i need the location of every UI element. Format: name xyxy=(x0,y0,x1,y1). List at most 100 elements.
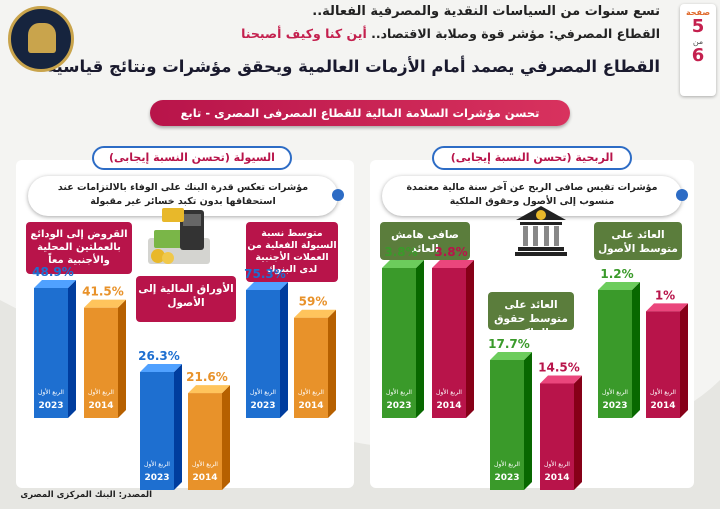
bar-year-label: 2014 xyxy=(436,401,461,411)
bar-year-label: 2023 xyxy=(250,401,275,411)
bar xyxy=(646,311,680,418)
bar-side xyxy=(174,364,182,490)
bar-year-label: 2023 xyxy=(38,401,63,411)
card-loans-to-deposits: القروض إلى الودائع بالعملتين المحلية وال… xyxy=(26,222,132,274)
bar-side xyxy=(328,309,336,418)
bar-side xyxy=(416,260,424,418)
bar-value-label: 48.9% xyxy=(32,265,74,279)
bar-year-label: 2023 xyxy=(386,401,411,411)
bar xyxy=(34,288,68,418)
page-label: صفحة xyxy=(685,8,711,17)
bar-year-label: 2023 xyxy=(602,401,627,411)
bar-period-label: الربع الأول xyxy=(544,460,570,468)
header-line2-a: القطاع المصرفي: مؤشر قوة وصلابة الاقتصاد… xyxy=(371,26,660,41)
bar-period-label: الربع الأول xyxy=(386,388,412,396)
profitability-pill: الربحية (تحسن النسبة إيجابى) xyxy=(432,146,632,170)
bar-top xyxy=(188,385,230,394)
bar-top xyxy=(246,282,288,290)
eagle-emblem-icon xyxy=(28,23,56,53)
liquidity-description-text: مؤشرات تعكس قدرة البنك على الوفاء بالالت… xyxy=(57,182,309,207)
bar-side xyxy=(68,280,76,418)
bar-value-label: 26.3% xyxy=(138,349,180,363)
bar-top xyxy=(646,303,688,312)
bar-period-label: الربع الأول xyxy=(298,388,324,396)
liquidity-pill: السيولة (تحسن النسبة إيجابى) xyxy=(92,146,292,170)
bar-top xyxy=(432,260,474,268)
card-title: صافى هامش العائد xyxy=(391,229,459,255)
bar xyxy=(432,268,466,418)
bar-side xyxy=(680,303,688,418)
bar-side xyxy=(632,282,640,418)
card-title: متوسط نسبة السيولة الفعلية من العملات ال… xyxy=(247,228,337,275)
card-title: القروض إلى الودائع بالعملتين المحلية وال… xyxy=(30,229,128,266)
bar xyxy=(140,372,174,490)
page-of: من xyxy=(692,37,704,46)
card-title: العائد على متوسط حقوق الملكية xyxy=(494,299,568,339)
bar-period-label: الربع الأول xyxy=(250,388,276,396)
header-line2-b: أين كنا وكيف أصبحنا xyxy=(241,26,367,41)
bar-top xyxy=(490,352,532,360)
bar-value-label: 59% xyxy=(299,295,328,309)
bar-top xyxy=(382,260,424,268)
bar xyxy=(84,307,118,418)
bar-value-label: 75.3% xyxy=(244,267,286,281)
bar-period-label: الربع الأول xyxy=(436,388,462,396)
card-title: العائد على متوسط الأصول xyxy=(598,229,678,255)
wallet-money-icon xyxy=(148,208,210,264)
card-securities-to-assets: الأوراق المالية إلى الأصول xyxy=(136,276,236,322)
page-total: 6 xyxy=(691,45,705,66)
bar-value-label: 17.7% xyxy=(488,337,530,351)
bar-side xyxy=(524,352,532,490)
bar-period-label: الربع الأول xyxy=(88,388,114,396)
bar-year-label: 2014 xyxy=(650,401,675,411)
bar xyxy=(188,393,222,490)
page-current: 5 xyxy=(691,16,705,37)
page-title: القطاع المصرفي يصمد أمام الأزمات العالمي… xyxy=(46,57,660,76)
card-title: الأوراق المالية إلى الأصول xyxy=(138,283,234,309)
bullet-dot-icon xyxy=(332,189,344,201)
section-banner: تحسن مؤشرات السلامة المالية للقطاع المصر… xyxy=(150,100,570,126)
bar-period-label: الربع الأول xyxy=(494,460,520,468)
bar-top xyxy=(84,299,126,308)
bar xyxy=(382,268,416,418)
bar-value-label: 41.5% xyxy=(82,285,124,299)
bar-period-label: الربع الأول xyxy=(602,388,628,396)
bullet-dot-icon xyxy=(676,189,688,201)
bar-value-label: 3.8% xyxy=(434,245,467,259)
bar-period-label: الربع الأول xyxy=(38,388,64,396)
bar xyxy=(490,360,524,490)
bar-value-label: 1.2% xyxy=(600,267,633,281)
bar-year-label: 2023 xyxy=(494,473,519,483)
bank-building-icon xyxy=(515,206,567,256)
bar-top xyxy=(598,282,640,290)
bar-year-label: 2014 xyxy=(298,401,323,411)
bar-side xyxy=(280,282,288,418)
profitability-description-text: مؤشرات تقيس صافى الربح عن آخر سنة مالية … xyxy=(406,182,658,207)
card-fx-liquidity: متوسط نسبة السيولة الفعلية من العملات ال… xyxy=(246,222,338,282)
bar xyxy=(246,290,280,418)
cabinet-media-center-logo xyxy=(8,6,74,72)
bar-period-label: الربع الأول xyxy=(144,460,170,468)
bar-year-label: 2023 xyxy=(144,473,169,483)
bar-side xyxy=(222,385,230,490)
bar-value-label: 3.8% xyxy=(384,245,417,259)
bar-year-label: 2014 xyxy=(192,473,217,483)
bar-year-label: 2014 xyxy=(88,401,113,411)
bar-period-label: الربع الأول xyxy=(650,388,676,396)
card-return-on-equity: العائد على متوسط حقوق الملكية xyxy=(488,292,574,339)
card-net-interest-margin: صافى هامش العائد xyxy=(380,222,470,260)
card-return-on-assets: العائد على متوسط الأصول xyxy=(594,222,682,260)
header-line1: تسع سنوات من السياسات النقدية والمصرفية … xyxy=(312,4,660,19)
bar-year-label: 2014 xyxy=(544,473,569,483)
bar-top xyxy=(34,280,76,288)
bar-top xyxy=(540,375,582,384)
bar-side xyxy=(118,299,126,418)
bar-side xyxy=(574,375,582,490)
source-note: المصدر: البنك المركزى المصرى xyxy=(20,490,152,500)
bar-top xyxy=(140,364,182,372)
bar-value-label: 14.5% xyxy=(538,361,580,375)
page-badge: صفحة 5 من 6 xyxy=(680,4,716,96)
bar xyxy=(540,383,574,490)
bar-top xyxy=(294,309,336,318)
